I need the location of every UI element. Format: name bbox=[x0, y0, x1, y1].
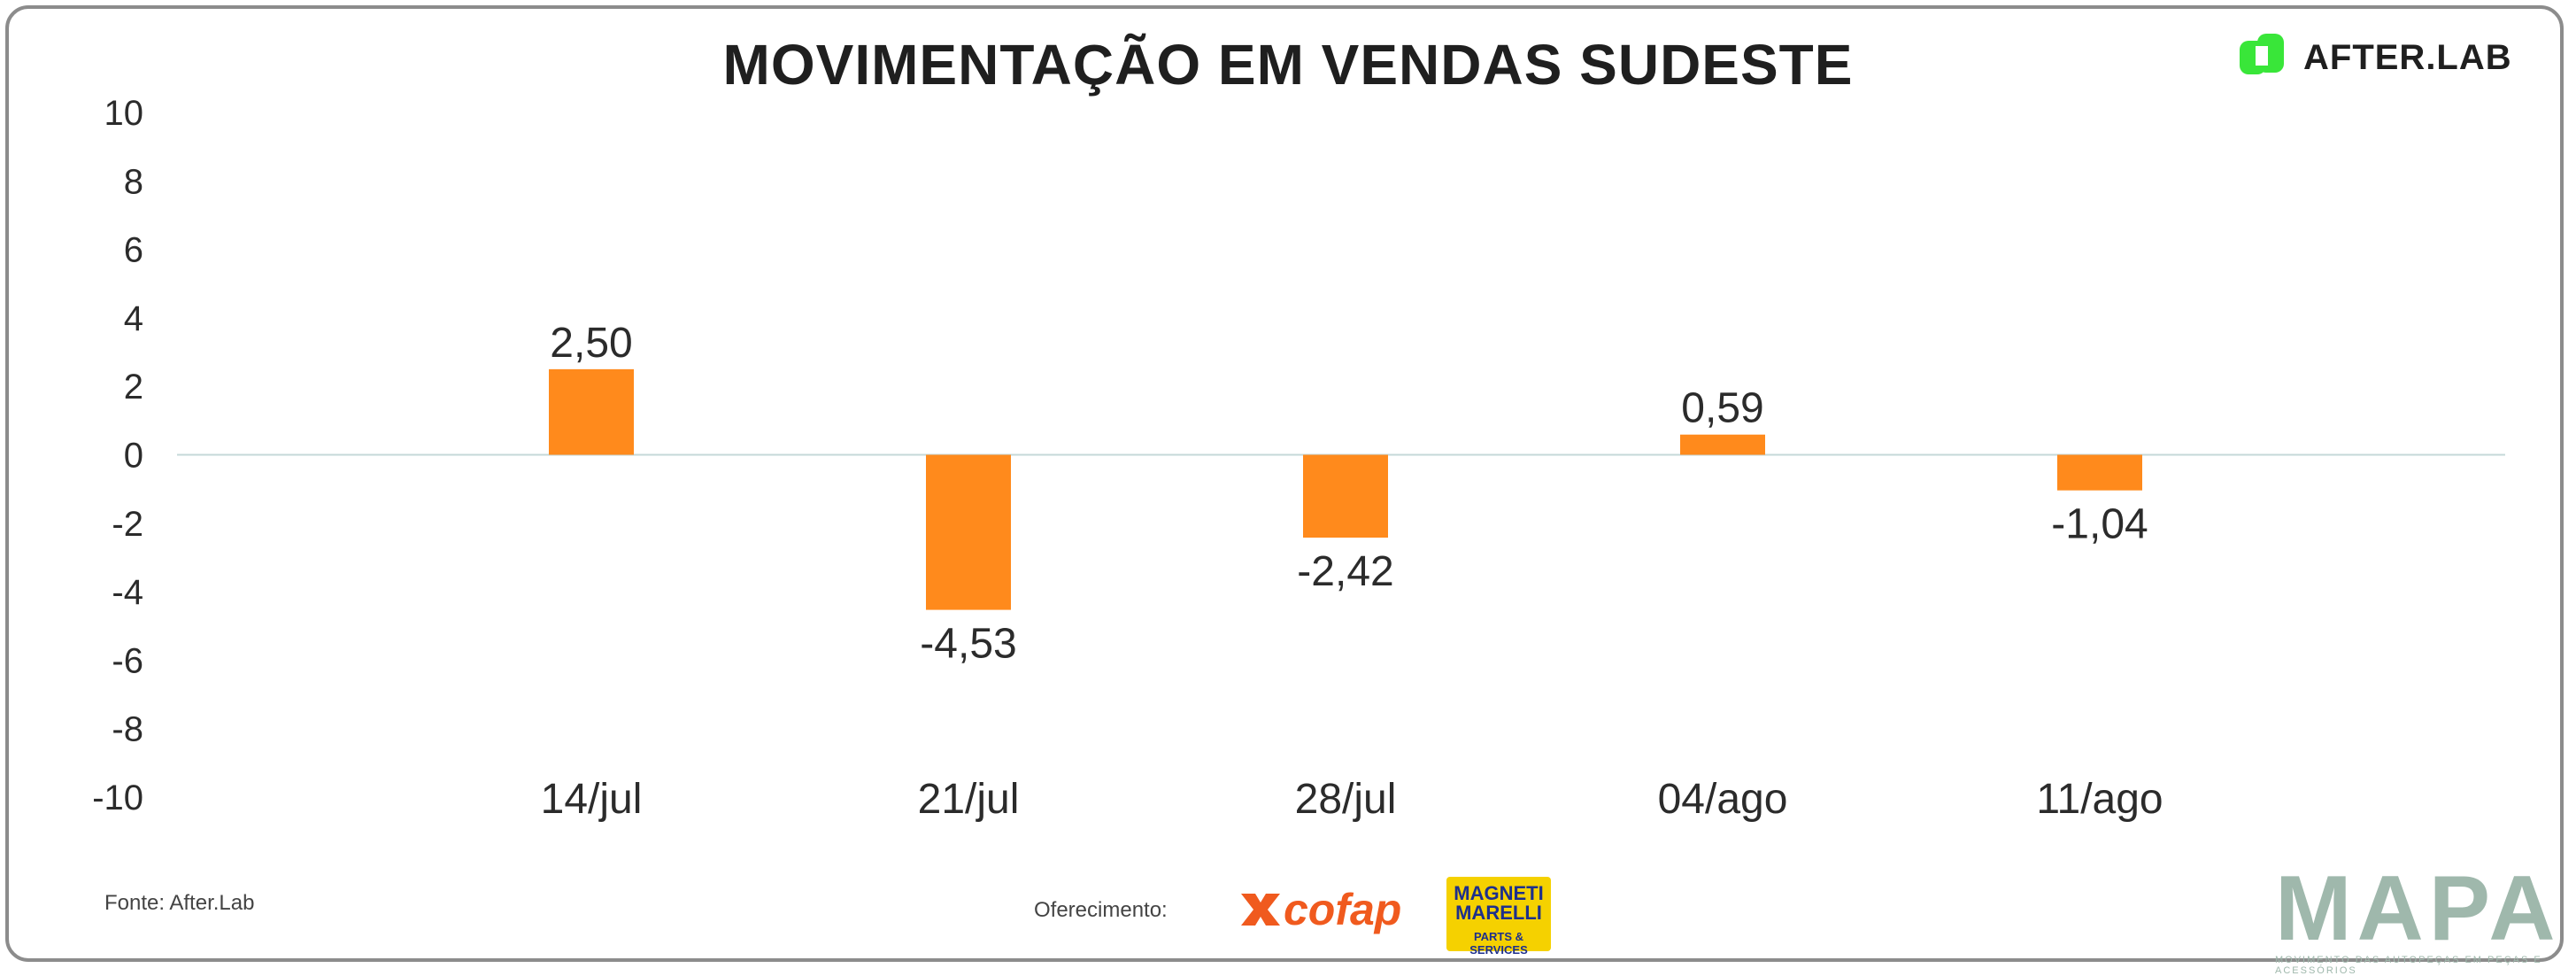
afterlab-logo: AFTER.LAB bbox=[2240, 34, 2512, 81]
mapa-logo-text: MAPA bbox=[2275, 857, 2561, 960]
bar bbox=[926, 454, 1011, 610]
y-tick-label: -2 bbox=[112, 505, 143, 544]
x-axis-categories: 14/jul 21/jul 28/jul 04/ago 11/ago bbox=[541, 776, 2163, 823]
afterlab-logo-text: AFTER.LAB bbox=[2303, 37, 2512, 77]
bars bbox=[549, 368, 2142, 610]
y-tick-label: 6 bbox=[124, 231, 143, 270]
data-label: -4,53 bbox=[920, 621, 1016, 668]
magneti-marelli-name: MAGNETI MARELLI bbox=[1454, 882, 1544, 924]
sponsor-label: Oferecimento: bbox=[1034, 898, 1168, 922]
bar bbox=[549, 368, 634, 455]
data-label: -2,42 bbox=[1297, 548, 1393, 595]
y-tick-label: 0 bbox=[124, 437, 143, 476]
y-axis-ticks: 10 8 6 4 2 0 -2 -4 -6 -8 -10 bbox=[92, 94, 143, 817]
data-label: 0,59 bbox=[1681, 385, 1763, 432]
data-label: -1,04 bbox=[2051, 501, 2148, 548]
cofap-logo-icon bbox=[1241, 894, 1280, 926]
cofap-logo-text: cofap bbox=[1284, 885, 1402, 934]
mapa-logo-subtitle: MOVIMENTO DAS AUTOPEÇAS EM PEÇAS E ACESS… bbox=[2275, 955, 2542, 976]
x-tick-label: 11/ago bbox=[2036, 776, 2163, 823]
y-tick-label: -6 bbox=[112, 641, 143, 680]
y-tick-label: -8 bbox=[112, 710, 143, 749]
bar bbox=[1680, 434, 1765, 455]
source-note: Fonte: After.Lab bbox=[104, 891, 255, 915]
y-tick-label: -10 bbox=[92, 778, 143, 817]
y-tick-label: 10 bbox=[104, 94, 144, 133]
bar bbox=[2057, 454, 2142, 491]
mapa-logo: MAPA MOVIMENTO DAS AUTOPEÇAS EM PEÇAS E … bbox=[2275, 857, 2576, 976]
y-tick-label: -4 bbox=[112, 573, 143, 612]
data-labels: 2,50 -4,53 -2,42 0,59 -1,04 bbox=[550, 320, 2148, 668]
y-tick-label: 2 bbox=[124, 368, 143, 407]
x-tick-label: 04/ago bbox=[1658, 776, 1788, 823]
x-tick-label: 14/jul bbox=[541, 776, 643, 823]
x-tick-label: 21/jul bbox=[918, 776, 1020, 823]
afterlab-logo-icon bbox=[2240, 34, 2287, 81]
x-tick-label: 28/jul bbox=[1295, 776, 1397, 823]
magneti-marelli-sub: PARTS & SERVICES bbox=[1469, 930, 1528, 957]
y-tick-label: 4 bbox=[124, 299, 143, 338]
y-tick-label: 8 bbox=[124, 162, 143, 201]
cofap-logo: cofap bbox=[1238, 884, 1401, 935]
magneti-marelli-logo: MAGNETI MARELLI PARTS & SERVICES bbox=[1446, 877, 1551, 957]
bar bbox=[1303, 454, 1388, 538]
chart-title: MOVIMENTAÇÃO EM VENDAS SUDESTE bbox=[722, 33, 1854, 97]
data-label: 2,50 bbox=[550, 320, 632, 367]
